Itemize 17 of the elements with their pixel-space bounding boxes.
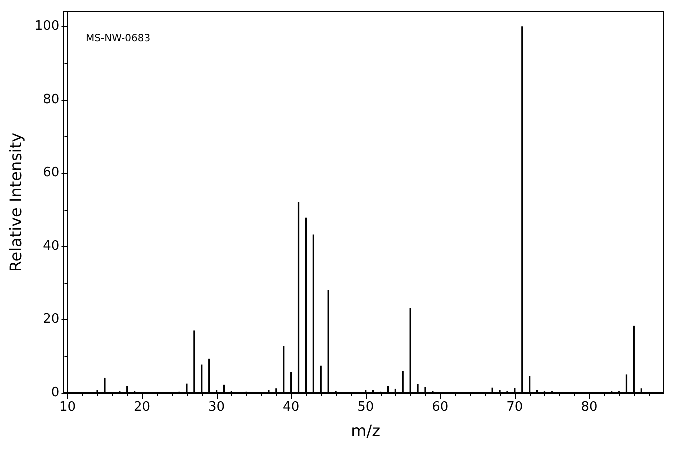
y-tick-label: 60 <box>43 166 60 181</box>
annotation: MS-NW-0683 <box>86 34 151 44</box>
x-tick-label: 80 <box>581 400 598 415</box>
x-tick-label: 20 <box>134 400 151 415</box>
y-tick-label: 80 <box>43 92 60 108</box>
y-axis-title: Relative Intensity <box>6 132 26 272</box>
y-tick-label: 0 <box>51 386 60 400</box>
y-tick-label: 20 <box>43 312 60 328</box>
x-tick-label: 40 <box>283 400 300 415</box>
x-tick-label: 70 <box>506 400 524 415</box>
y-tick-label: 40 <box>43 238 60 254</box>
x-tick-label: 50 <box>358 400 374 415</box>
y-tick-label: 100 <box>34 19 60 34</box>
x-axis-title: m/z <box>351 422 381 440</box>
x-tick-label: 60 <box>432 400 449 415</box>
x-tick-label: 10 <box>59 400 76 415</box>
x-tick-label: 30 <box>208 400 226 415</box>
